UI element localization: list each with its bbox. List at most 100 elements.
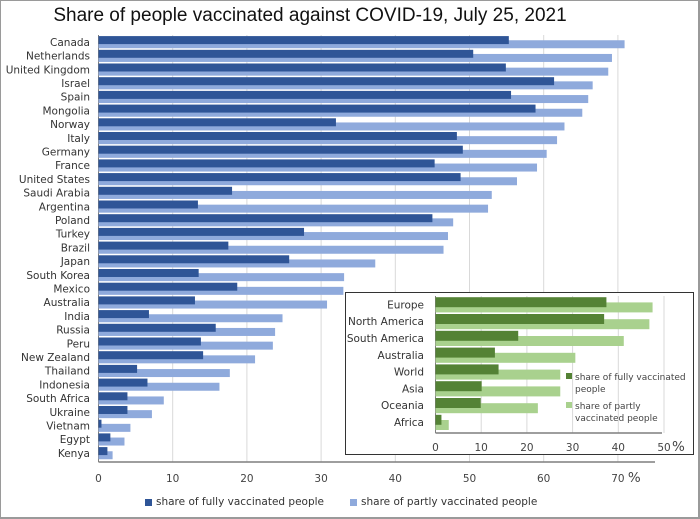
main-bar-partly: [98, 355, 256, 364]
inset-tick-label: 30: [566, 442, 579, 454]
inset-bar-partly: [435, 403, 538, 414]
main-category-label: Canada: [50, 37, 90, 49]
main-bar-partly: [98, 245, 444, 254]
main-bar-partly: [98, 259, 376, 268]
main-bar-partly: [98, 423, 131, 432]
main-bar-fully: [98, 405, 128, 414]
inset-x-tick-labels: 0 10 20 30 40 50%: [432, 439, 685, 455]
legend-item-fully: share of fully vaccinated people: [145, 496, 324, 508]
main-category-label: United Kingdom: [6, 64, 90, 76]
main-category-label: India: [64, 311, 90, 323]
chart-title: Share of people vaccinated against COVID…: [53, 5, 567, 26]
main-bar-partly: [98, 136, 558, 145]
inset-legend-fully-line1: share of fully vaccinated: [575, 373, 686, 383]
legend-label-fully: share of fully vaccinated people: [156, 496, 325, 508]
main-category-label: Vietnam: [46, 420, 90, 432]
inset-bar-fully: [435, 314, 605, 324]
inset-bar-partly: [435, 352, 576, 363]
inset-bar-fully: [435, 398, 481, 408]
main-category-label: New Zealand: [21, 352, 90, 364]
main-bar-partly: [98, 190, 492, 199]
main-bar-fully: [98, 268, 199, 277]
main-unit-label: %: [628, 470, 641, 486]
main-category-label: Egypt: [60, 434, 90, 446]
main-bar-partly: [98, 81, 593, 90]
main-category-label: Ukraine: [49, 407, 90, 419]
main-bar-partly: [98, 314, 283, 323]
main-bar-fully: [98, 214, 433, 223]
inset-legend-partly-line2: vaccinated people: [575, 414, 658, 424]
main-bar-fully: [98, 419, 102, 428]
main-bar-fully: [98, 49, 474, 58]
inset-bar-fully: [435, 297, 607, 308]
main-tick-label: 40: [389, 473, 402, 485]
main-bar-fully: [98, 200, 198, 209]
inset-category-label: North America: [348, 316, 424, 328]
inset-bar-partly: [435, 369, 561, 380]
main-bar-partly: [98, 327, 276, 336]
inset-tick-label: 40: [612, 442, 625, 454]
main-x-tick-labels: 0 10 20 30 40 50 60 70%: [95, 470, 641, 486]
main-bar-fully: [98, 392, 128, 401]
inset-tick-label: 20: [520, 442, 533, 454]
main-category-label: Poland: [55, 215, 90, 227]
main-bar-fully: [98, 186, 233, 195]
main-tick-label: 70: [611, 473, 624, 485]
inset-category-label: World: [394, 367, 424, 379]
inset-bar-partly: [435, 302, 653, 313]
main-category-label: Turkey: [55, 229, 90, 241]
main-bar-partly: [98, 218, 454, 227]
main-bar-fully: [98, 118, 336, 127]
main-bar-fully: [98, 447, 108, 456]
inset-bar-partly: [435, 386, 561, 397]
inset-legend-fully-line2: people: [575, 385, 606, 395]
main-bar-partly: [98, 40, 625, 49]
main-category-label: Mongolia: [43, 105, 91, 117]
main-bar-partly: [98, 149, 547, 158]
main-bar-fully: [98, 310, 149, 319]
main-category-label: Japan: [60, 256, 90, 268]
main-bar-fully: [98, 433, 111, 442]
inset-category-label: Europe: [387, 299, 424, 311]
main-tick-label: 20: [240, 473, 253, 485]
main-tick-label: 0: [95, 473, 102, 485]
main-bar-fully: [98, 351, 204, 360]
main-bar-partly: [98, 163, 538, 172]
main-bar-partly: [98, 108, 583, 117]
main-bar-partly: [98, 396, 164, 405]
main-category-label: Australia: [44, 297, 90, 309]
main-bar-fully: [98, 145, 463, 154]
inset-category-label: South America: [347, 333, 424, 345]
inset-category-label: Asia: [402, 383, 424, 395]
main-bar-fully: [98, 90, 512, 99]
inset-category-label: Africa: [394, 417, 424, 429]
main-category-label: Brazil: [61, 242, 90, 254]
main-bar-partly: [98, 300, 328, 309]
main-category-label: Spain: [61, 92, 90, 104]
inset-tick-label: 10: [475, 442, 488, 454]
main-tick-label: 10: [166, 473, 179, 485]
main-tick-label: 50: [463, 473, 476, 485]
main-bar-fully: [98, 104, 536, 113]
inset-bar-fully: [435, 414, 442, 425]
inset-bar-fully: [435, 364, 499, 375]
main-bar-fully: [98, 296, 195, 305]
main-bar-partly: [98, 204, 489, 213]
inset-bar-fully: [435, 381, 482, 392]
main-bar-fully: [98, 378, 148, 387]
inset-bar-partly: [435, 336, 624, 346]
main-category-label: South Africa: [26, 393, 90, 405]
main-category-label: Germany: [42, 146, 90, 158]
main-category-label: Saudi Arabia: [23, 188, 90, 200]
main-bar-partly: [98, 122, 565, 131]
inset-bar-partly: [435, 319, 650, 330]
inset-legend-swatch-fully: [566, 373, 572, 379]
main-bar-partly: [98, 273, 345, 282]
main-category-label: Russia: [56, 325, 90, 337]
main-bar-partly: [98, 341, 273, 350]
main-bar-fully: [98, 77, 555, 86]
